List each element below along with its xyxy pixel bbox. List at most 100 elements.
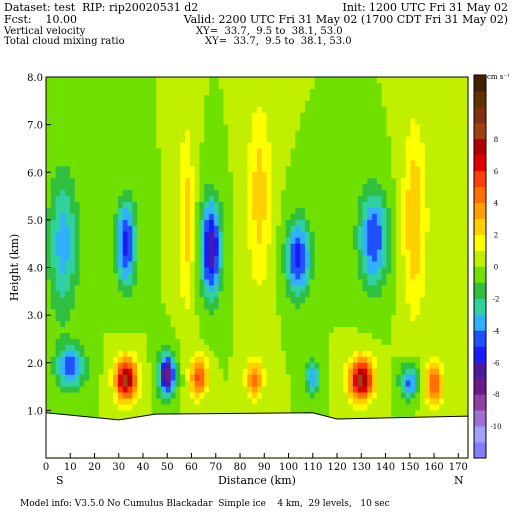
contour-cell — [84, 154, 90, 161]
contour-cell — [132, 142, 138, 150]
contour-cell — [60, 291, 66, 298]
contour-cell — [204, 243, 210, 251]
contour-cell — [290, 231, 296, 239]
contour-cell — [199, 82, 205, 90]
contour-cell — [381, 100, 388, 108]
contour-cell — [228, 112, 234, 120]
contour-cell — [228, 142, 234, 150]
contour-cell — [319, 196, 325, 203]
contour-cell — [117, 136, 124, 144]
contour-cell — [233, 255, 239, 263]
contour-cell — [146, 118, 153, 126]
contour-cell — [396, 410, 402, 417]
contour-cell — [161, 243, 167, 251]
contour-cell — [228, 291, 234, 298]
contour-cell — [50, 386, 57, 394]
contour-cell — [271, 350, 277, 358]
contour-cell — [261, 77, 268, 84]
contour-cell — [247, 327, 253, 334]
contour-cell — [213, 249, 220, 257]
contour-cell — [247, 231, 253, 239]
contour-cell — [309, 213, 316, 221]
contour-cell — [74, 267, 81, 275]
contour-cell — [146, 154, 153, 161]
contour-cell — [257, 178, 263, 185]
contour-cell — [180, 285, 186, 292]
contour-cell — [257, 356, 263, 364]
contour-cell — [46, 368, 52, 376]
contour-cell — [285, 261, 292, 269]
contour-cell — [156, 386, 162, 394]
contour-cell — [65, 237, 71, 245]
contour-cell — [357, 88, 364, 96]
contour-cell — [396, 332, 402, 340]
contour-cell — [252, 392, 258, 400]
contour-cell — [103, 273, 109, 280]
contour-cell — [228, 160, 234, 167]
contour-cell — [122, 303, 129, 310]
contour-cell — [89, 82, 95, 90]
contour-cell — [65, 178, 71, 185]
contour-cell — [290, 112, 296, 120]
contour-cell — [338, 380, 344, 388]
contour-cell — [218, 303, 225, 310]
contour-cell — [180, 374, 186, 382]
contour-cell — [261, 327, 268, 334]
contour-cell — [141, 196, 148, 203]
contour-cell — [137, 94, 143, 102]
contour-cell — [372, 338, 378, 346]
contour-cell — [391, 219, 397, 227]
contour-cell — [127, 88, 133, 96]
contour-cell — [65, 386, 71, 394]
contour-cell — [309, 237, 316, 245]
contour-cell — [146, 225, 153, 233]
contour-cell — [372, 327, 378, 334]
contour-cell — [218, 356, 225, 364]
contour-cell — [74, 130, 81, 138]
contour-cell — [386, 261, 392, 269]
contour-cell — [252, 327, 258, 334]
contour-cell — [348, 285, 354, 292]
contour-cell — [103, 267, 109, 275]
contour-cell — [117, 297, 124, 304]
contour-cell — [400, 374, 407, 382]
contour-cell — [65, 273, 71, 280]
contour-cell — [304, 100, 311, 108]
contour-cell — [132, 267, 138, 275]
contour-cell — [141, 124, 148, 132]
contour-cell — [328, 297, 335, 304]
contour-cell — [290, 386, 296, 394]
contour-cell — [218, 82, 225, 90]
contour-cell — [194, 142, 201, 150]
contour-cell — [180, 392, 186, 400]
contour-cell — [381, 386, 388, 394]
contour-cell — [161, 315, 167, 322]
contour-cell — [79, 196, 85, 203]
contour-cell — [199, 154, 205, 161]
contour-cell — [228, 315, 234, 322]
contour-cell — [410, 237, 416, 245]
contour-cell — [381, 94, 388, 102]
contour-cell — [304, 327, 311, 334]
contour-cell — [328, 160, 335, 167]
contour-cell — [156, 142, 162, 150]
contour-cell — [276, 160, 282, 167]
contour-cell — [415, 338, 421, 346]
contour-cell — [127, 338, 133, 346]
contour-cell — [328, 178, 335, 185]
contour-cell — [180, 344, 186, 352]
contour-cell — [333, 332, 340, 340]
contour-cell — [146, 273, 153, 280]
contour-cell — [84, 184, 90, 191]
contour-cell — [400, 118, 407, 126]
contour-cell — [400, 148, 407, 155]
contour-cell — [185, 321, 191, 328]
contour-cell — [74, 148, 81, 155]
contour-cell — [352, 386, 359, 394]
contour-cell — [50, 285, 57, 292]
contour-cell — [194, 291, 201, 298]
contour-cell — [252, 166, 258, 173]
contour-cell — [98, 261, 105, 269]
contour-cell — [280, 350, 287, 358]
contour-cell — [304, 88, 311, 96]
